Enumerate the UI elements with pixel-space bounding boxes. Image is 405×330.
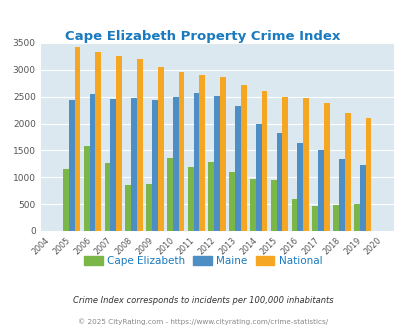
Bar [311, 206, 318, 231]
Bar [214, 96, 220, 231]
Bar [303, 98, 308, 231]
Bar [75, 47, 80, 231]
Bar [158, 67, 163, 231]
Bar [90, 94, 95, 231]
Bar [116, 56, 122, 231]
Bar [359, 165, 364, 231]
Bar [276, 133, 282, 231]
Bar [151, 100, 158, 231]
Bar [193, 93, 199, 231]
Bar [95, 52, 101, 231]
Bar [229, 172, 234, 231]
Bar [333, 206, 338, 231]
Bar [297, 143, 303, 231]
Bar [69, 100, 75, 231]
Bar [83, 146, 90, 231]
Bar [104, 163, 110, 231]
Bar [136, 59, 143, 231]
Bar [187, 167, 193, 231]
Legend: Cape Elizabeth, Maine, National: Cape Elizabeth, Maine, National [79, 252, 326, 270]
Text: Crime Index corresponds to incidents per 100,000 inhabitants: Crime Index corresponds to incidents per… [72, 296, 333, 305]
Bar [63, 169, 69, 231]
Bar [255, 123, 261, 231]
Bar [338, 159, 344, 231]
Bar [110, 99, 116, 231]
Bar [270, 180, 276, 231]
Bar [208, 162, 214, 231]
Bar [353, 204, 359, 231]
Bar [146, 184, 151, 231]
Bar [131, 98, 136, 231]
Bar [240, 85, 246, 231]
Bar [125, 185, 131, 231]
Bar [249, 180, 255, 231]
Bar [323, 103, 329, 231]
Bar [261, 91, 267, 231]
Bar [199, 75, 205, 231]
Bar [166, 158, 172, 231]
Bar [364, 117, 371, 231]
Bar [234, 106, 240, 231]
Bar [178, 72, 184, 231]
Bar [282, 97, 288, 231]
Bar [220, 77, 225, 231]
Bar [344, 113, 350, 231]
Text: © 2025 CityRating.com - https://www.cityrating.com/crime-statistics/: © 2025 CityRating.com - https://www.city… [78, 318, 327, 325]
Bar [318, 150, 323, 231]
Text: Cape Elizabeth Property Crime Index: Cape Elizabeth Property Crime Index [65, 30, 340, 43]
Bar [172, 97, 178, 231]
Bar [291, 199, 297, 231]
